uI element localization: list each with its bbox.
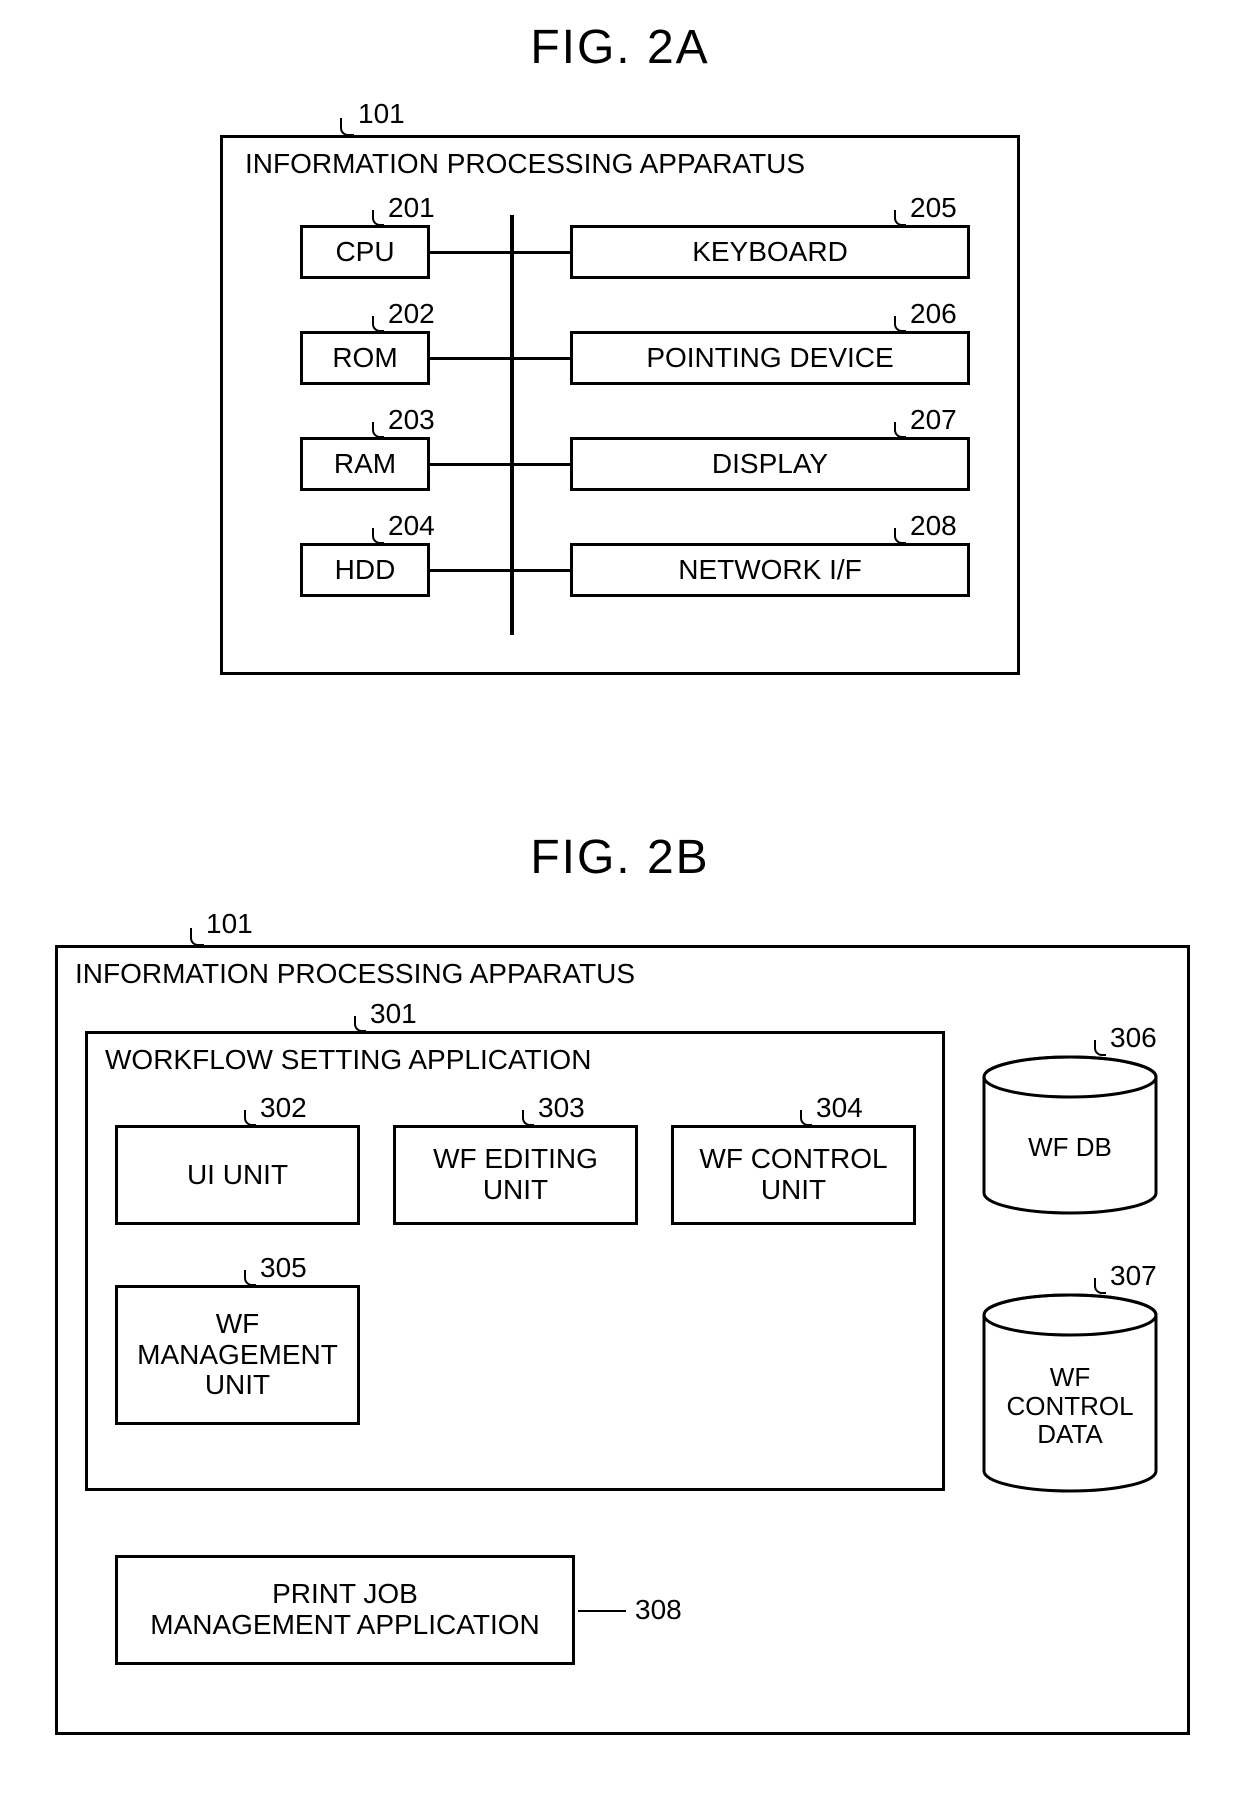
block-display: DISPLAY [570, 437, 970, 491]
hook-203 [372, 422, 384, 438]
block-pointing: POINTING DEVICE [570, 331, 970, 385]
block-ram: RAM [300, 437, 430, 491]
fig-2b-title: FIG. 2B [0, 830, 1240, 885]
ref-303: 303 [538, 1092, 585, 1124]
dash-308 [578, 1610, 626, 1612]
conn-203 [430, 463, 510, 466]
block-wf-mgmt: WF MANAGEMENT UNIT [115, 1285, 360, 1425]
hook-205 [894, 210, 906, 226]
ref-201: 201 [388, 192, 435, 224]
ref-205: 205 [910, 192, 957, 224]
ref-203: 203 [388, 404, 435, 436]
hook-204 [372, 528, 384, 544]
block-network: NETWORK I/F [570, 543, 970, 597]
conn-201 [430, 251, 510, 254]
ref-204: 204 [388, 510, 435, 542]
ref-304: 304 [816, 1092, 863, 1124]
ref-101-a: 101 [358, 98, 405, 130]
block-keyboard: KEYBOARD [570, 225, 970, 279]
bus-line [510, 215, 514, 635]
app-label: WORKFLOW SETTING APPLICATION [105, 1044, 591, 1076]
conn-206 [514, 357, 570, 360]
hook-302 [244, 1110, 256, 1126]
conn-202 [430, 357, 510, 360]
hook-207 [894, 422, 906, 438]
hook-306 [1094, 1040, 1106, 1056]
block-rom: ROM [300, 331, 430, 385]
conn-205 [514, 251, 570, 254]
ref-202: 202 [388, 298, 435, 330]
ref-101-b: 101 [206, 908, 253, 940]
ref-307: 307 [1110, 1260, 1157, 1292]
ref-306: 306 [1110, 1022, 1157, 1054]
ref-308: 308 [635, 1594, 682, 1626]
ref-302: 302 [260, 1092, 307, 1124]
ref-301: 301 [370, 998, 417, 1030]
ref-305: 305 [260, 1252, 307, 1284]
cylinder-wf-db: WF DB [980, 1055, 1160, 1215]
hook-201 [372, 210, 384, 226]
hook-303 [522, 1110, 534, 1126]
outer-label-2a: INFORMATION PROCESSING APPARATUS [245, 148, 805, 180]
ref-hook-101b [190, 928, 204, 946]
wf-ctrl-label: WF CONTROL DATA [980, 1363, 1160, 1449]
hook-206 [894, 316, 906, 332]
hook-304 [800, 1110, 812, 1126]
ref-208: 208 [910, 510, 957, 542]
block-wf-editing: WF EDITING UNIT [393, 1125, 638, 1225]
block-print-job: PRINT JOB MANAGEMENT APPLICATION [115, 1555, 575, 1665]
block-ui-unit: UI UNIT [115, 1125, 360, 1225]
cylinder-wf-ctrl: WF CONTROL DATA [980, 1293, 1160, 1493]
hook-301 [354, 1016, 366, 1032]
hook-208 [894, 528, 906, 544]
hook-307 [1094, 1278, 1106, 1294]
block-wf-control: WF CONTROL UNIT [671, 1125, 916, 1225]
conn-208 [514, 569, 570, 572]
block-hdd: HDD [300, 543, 430, 597]
block-cpu: CPU [300, 225, 430, 279]
fig-2a-title: FIG. 2A [0, 20, 1240, 75]
ref-207: 207 [910, 404, 957, 436]
conn-207 [514, 463, 570, 466]
hook-202 [372, 316, 384, 332]
ref-hook-101a [340, 118, 354, 136]
outer-label-2b: INFORMATION PROCESSING APPARATUS [75, 958, 635, 990]
ref-206: 206 [910, 298, 957, 330]
wf-db-label: WF DB [980, 1133, 1160, 1162]
hook-305 [244, 1270, 256, 1286]
conn-204 [430, 569, 510, 572]
